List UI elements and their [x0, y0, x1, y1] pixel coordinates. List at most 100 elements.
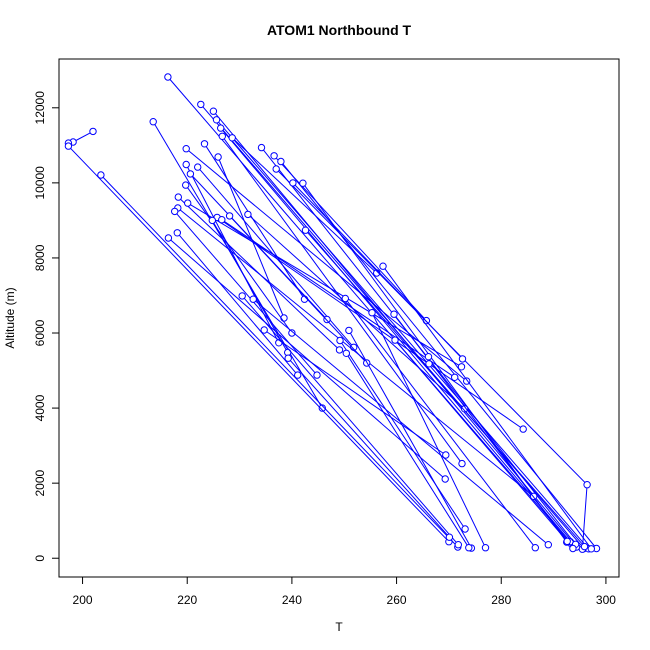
- data-point-24-0: [174, 193, 183, 201]
- data-point-10-0: [200, 140, 209, 148]
- data-point-41-0: [390, 310, 398, 318]
- data-point-48-1: [445, 533, 454, 541]
- data-point-6-0: [89, 127, 97, 136]
- x-tick-label-200: 200: [73, 593, 93, 607]
- data-point-19-0: [194, 163, 202, 171]
- data-point-13-0: [270, 152, 278, 160]
- data-point-38-0: [249, 295, 257, 303]
- series-line-44: [339, 340, 466, 530]
- series-line-27: [174, 211, 318, 376]
- data-point-24-1: [335, 346, 344, 354]
- data-point-42-1: [442, 451, 450, 459]
- x-axis-label: T: [335, 620, 343, 634]
- data-point-23-1: [288, 329, 296, 337]
- data-point-37-1: [454, 541, 462, 549]
- data-point-34-0: [164, 234, 173, 242]
- data-point-4-1: [318, 404, 326, 412]
- x-tick-label-260: 260: [387, 593, 407, 607]
- data-point-39-1: [531, 544, 539, 552]
- data-point-15-1: [280, 314, 288, 322]
- data-point-11-0: [257, 143, 266, 152]
- data-point-17-0: [182, 160, 190, 169]
- data-point-8-1: [458, 459, 466, 468]
- data-point-27-0: [171, 207, 179, 216]
- y-axis: 0 2000 4000 6000 8000 10000 12000: [33, 91, 60, 562]
- x-tick-label-300: 300: [596, 593, 616, 607]
- data-point-45-0: [391, 336, 399, 344]
- data-point-25-1: [457, 363, 466, 371]
- series-line-40: [371, 312, 486, 548]
- data-point-28-0: [225, 212, 234, 220]
- data-point-18-1: [583, 481, 591, 489]
- series-line-35: [176, 232, 299, 376]
- data-point-18-0: [272, 165, 280, 173]
- data-point-3-0: [212, 116, 221, 124]
- series-line-48: [287, 357, 450, 538]
- series-line-3: [216, 119, 589, 550]
- plot-frame: [58, 58, 620, 578]
- series-line-15: [217, 156, 285, 319]
- chart-title: ATOM1 Northbound T: [267, 22, 412, 38]
- data-point-0-0: [164, 73, 172, 81]
- y-axis-label: Altitude (m): [3, 287, 17, 348]
- data-point-41-1: [569, 544, 577, 553]
- series-line-42: [263, 329, 447, 456]
- data-point-8-0: [218, 132, 227, 141]
- data-point-32-1: [460, 405, 469, 413]
- data-point-22-0: [299, 179, 307, 187]
- series-line-47: [345, 353, 470, 548]
- series-line-37: [241, 295, 459, 546]
- data-point-20-1: [323, 315, 331, 324]
- data-point-20-0: [186, 170, 195, 178]
- data-point-36-1: [587, 545, 595, 553]
- y-tick-label-6000: 6000: [33, 319, 47, 346]
- data-point-25-0: [184, 199, 192, 207]
- x-tick-label-220: 220: [177, 593, 197, 607]
- series-line-10: [204, 143, 305, 300]
- series-line-23: [185, 184, 293, 334]
- series-line-34: [168, 237, 446, 480]
- data-point-32-0: [244, 210, 252, 219]
- data-point-47-0: [342, 349, 350, 357]
- series-line-45: [394, 339, 568, 542]
- data-point-29-1: [519, 425, 527, 433]
- data-point-4-0: [149, 118, 157, 126]
- data-point-1-0: [197, 100, 205, 109]
- data-point-30-0: [218, 216, 226, 224]
- data-point-21-1: [458, 355, 467, 363]
- data-point-46-0: [424, 353, 433, 361]
- data-point-43-0: [345, 326, 353, 335]
- data-point-39-0: [341, 294, 349, 303]
- data-point-15-0: [214, 153, 222, 161]
- data-point-37-0: [238, 292, 246, 300]
- series-line-30: [221, 219, 455, 378]
- data-point-14-0: [277, 157, 285, 166]
- data-point-48-0: [284, 354, 292, 362]
- data-point-31-0: [208, 216, 217, 225]
- series-line-41: [393, 313, 574, 549]
- series-line-33: [305, 229, 585, 547]
- series-line-6: [72, 130, 94, 143]
- x-tick-label-280: 280: [491, 593, 511, 607]
- series-layer: [64, 73, 601, 553]
- x-tick-label-240: 240: [282, 593, 302, 607]
- data-point-7-1: [64, 142, 73, 150]
- data-point-21-0: [289, 179, 297, 187]
- data-point-44-0: [336, 336, 344, 345]
- series-line-25: [187, 202, 462, 368]
- series-line-12: [185, 148, 468, 382]
- data-point-42-0: [260, 326, 268, 334]
- data-point-27-1: [313, 371, 321, 379]
- x-axis: 200 220 240 260 280 300: [73, 576, 616, 607]
- data-point-9-0: [228, 134, 236, 142]
- data-point-47-1: [465, 544, 473, 552]
- series-line-32: [247, 214, 465, 410]
- data-point-38-1: [544, 541, 552, 549]
- y-tick-label-0: 0: [33, 555, 47, 562]
- data-point-23-0: [182, 181, 190, 189]
- data-point-46-1: [425, 360, 433, 368]
- data-point-5-0: [217, 124, 225, 132]
- data-point-35-0: [173, 229, 182, 237]
- data-point-12-0: [182, 145, 190, 153]
- data-point-44-1: [461, 525, 469, 533]
